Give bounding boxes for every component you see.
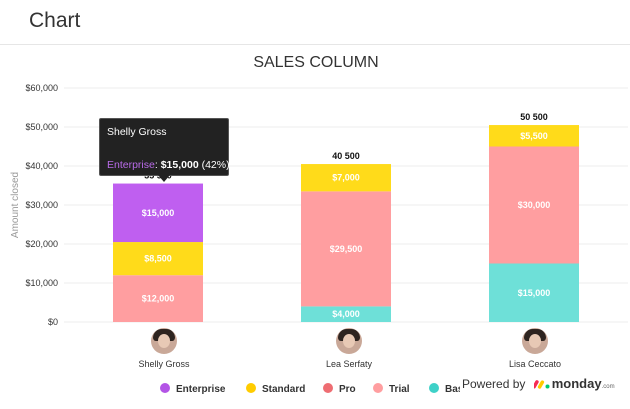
legend-dot-icon [160,383,170,393]
monday-logo-icon [533,380,550,389]
tooltip-value: $15,000 [160,159,199,171]
tooltip-person-name: Shelly Gross [107,126,167,138]
bar-segment [489,263,579,322]
legend-item-basic[interactable]: Basic [429,383,472,395]
legend-label: Trial [389,384,410,395]
bar-total-label: 40 500 [332,151,360,161]
tooltip-detail: Enterprise: $15,000 (42%) [107,159,230,171]
legend-dot-icon [323,383,333,393]
avatar [522,328,548,354]
y-tick-label: $50,000 [25,122,58,132]
bar-segment [113,242,203,276]
bar-segment [489,146,579,264]
brand-name: monday [551,376,602,391]
bar-value-label: $4,000 [332,309,360,319]
legend-label: Standard [262,384,306,395]
bar-segment [113,275,203,322]
legend-label: Enterprise [176,384,226,395]
bar-segment [489,125,579,147]
legend-dot-icon [373,383,383,393]
legend-item-standard[interactable]: Standard [246,383,305,395]
bar-value-label: $5,500 [520,131,548,141]
legend-item-trial[interactable]: Trial [373,383,410,395]
bar-segment [301,164,391,192]
bar-value-label: $7,000 [332,173,360,183]
brand-tld: .com [601,384,615,390]
bar-value-label: $15,000 [518,288,551,298]
y-axis-label: Amount closed [10,172,21,238]
bar-value-label: $29,500 [330,244,363,254]
chart-title: SALES COLUMN [253,54,378,71]
legend-item-enterprise[interactable]: Enterprise [160,383,225,395]
legend-label: Pro [339,384,356,395]
y-tick-label: $20,000 [25,239,58,249]
chart-header: Chart [0,0,630,45]
powered-by-text: Powered by [462,377,526,391]
y-tick-label: $60,000 [25,83,58,93]
tooltip-percent: (42%) [201,159,230,171]
avatar [336,328,362,354]
page-title: Chart [29,9,81,32]
avatar [151,328,177,354]
bar-total-label: 50 500 [520,112,548,122]
bar-segment [113,183,203,243]
y-tick-label: $40,000 [25,161,58,171]
chart-tooltip: Shelly Gross Enterprise: $15,000 (42%) [99,118,230,182]
legend-dot-icon [246,383,256,393]
legend-item-pro[interactable]: Pro [323,383,356,395]
bar-value-label: $12,000 [142,294,175,304]
category-label: Shelly Gross [138,359,190,369]
bar-value-label: $30,000 [518,200,551,210]
bar-value-label: $8,500 [144,254,172,264]
bar-segment [301,191,391,307]
bar-segment [301,306,391,322]
category-label: Lisa Ceccato [508,359,562,369]
y-tick-label: $30,000 [25,200,58,210]
legend-dot-icon [429,383,439,393]
category-label: Lea Serfaty [325,359,373,369]
y-tick-label: $0 [48,317,58,327]
legend-label: Basic [445,384,472,395]
y-tick-label: $10,000 [25,278,58,288]
bar-value-label: $15,000 [142,208,175,218]
tooltip-series-name: Enterprise [107,159,155,171]
powered-by-badge[interactable]: Powered by monday.com [460,374,617,396]
